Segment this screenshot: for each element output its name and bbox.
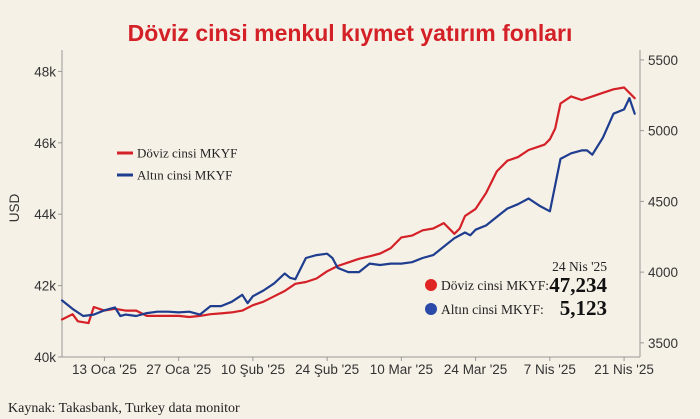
doviz-dot <box>425 279 437 291</box>
doviz-end-label: Döviz cinsi MKYF: <box>441 278 549 293</box>
annotation-date: 24 Nis '25 <box>552 259 607 274</box>
legend-label-doviz: Döviz cinsi MKYF <box>137 146 237 161</box>
y-axis-label: USD <box>7 194 22 223</box>
left-tick-label: 42k <box>34 279 56 294</box>
right-tick-label: 4000 <box>648 265 678 280</box>
x-tick-label: 10 Şub '25 <box>221 362 285 377</box>
series-line-doviz <box>60 86 636 325</box>
x-tick-label: 24 Şub '25 <box>295 362 359 377</box>
right-tick-label: 5000 <box>648 124 678 139</box>
left-tick-label: 46k <box>34 136 56 151</box>
altin-end-value: 5,123 <box>560 296 607 320</box>
x-tick-label: 7 Nis '25 <box>524 362 576 377</box>
value-annotation: 24 Nis '25 Döviz cinsi MKYF: 47,234 Altı… <box>425 259 608 320</box>
series-line-altin <box>60 96 636 318</box>
right-tick-label: 5500 <box>648 53 678 68</box>
series-lines <box>60 86 636 325</box>
left-tick-label: 40k <box>34 350 56 365</box>
left-axis: 40k 42k 44k 46k 48k <box>34 64 62 365</box>
left-tick-label: 48k <box>34 64 56 79</box>
x-tick-label: 13 Oca '25 <box>72 362 137 377</box>
source-note: Kaynak: Takasbank, Turkey data monitor <box>8 401 240 416</box>
x-tick-label: 24 Mar '25 <box>444 362 507 377</box>
chart-title: Döviz cinsi menkul kıymet yatırım fonlar… <box>128 20 573 46</box>
x-tick-label: 10 Mar '25 <box>370 362 433 377</box>
right-axis: 3500 4000 4500 5000 5500 <box>640 53 678 351</box>
x-tick-label: 27 Oca '25 <box>146 362 211 377</box>
right-tick-label: 3500 <box>648 336 678 351</box>
left-tick-label: 44k <box>34 207 56 222</box>
doviz-end-value: 47,234 <box>549 273 607 297</box>
x-axis: 13 Oca '25 27 Oca '25 10 Şub '25 24 Şub '25… <box>72 357 654 377</box>
legend-label-altin: Altın cinsi MKYF <box>137 168 232 183</box>
right-tick-label: 4500 <box>648 194 678 209</box>
legend: Döviz cinsi MKYF Altın cinsi MKYF <box>117 146 237 183</box>
x-tick-label: 21 Nis '25 <box>594 362 654 377</box>
altin-dot <box>425 303 437 315</box>
altin-end-label: Altın cinsi MKYF: <box>441 302 544 317</box>
